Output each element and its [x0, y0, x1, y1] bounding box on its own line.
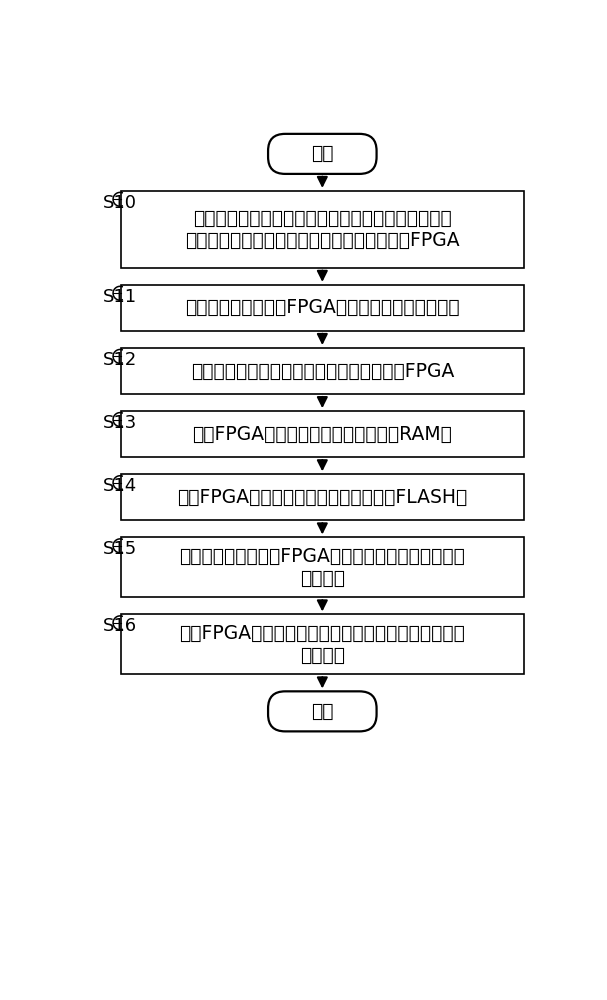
Text: 结束: 结束 [311, 702, 334, 721]
FancyBboxPatch shape [121, 474, 524, 520]
Text: S11: S11 [103, 288, 137, 306]
FancyBboxPatch shape [121, 537, 524, 597]
Text: 目标FPGA把接收到的文件存储到内部RAM中: 目标FPGA把接收到的文件存储到内部RAM中 [192, 425, 452, 444]
Text: 外部处理设备将压缩后配置文件发送到目标FPGA: 外部处理设备将压缩后配置文件发送到目标FPGA [191, 362, 454, 381]
Text: S10: S10 [103, 194, 137, 212]
Text: S16: S16 [103, 617, 137, 635]
Text: S12: S12 [103, 351, 137, 369]
Text: 外部处理设备对目标FPGA的配置文件进行无损压缩: 外部处理设备对目标FPGA的配置文件进行无损压缩 [185, 298, 459, 317]
FancyBboxPatch shape [121, 411, 524, 457]
FancyBboxPatch shape [268, 134, 376, 174]
FancyBboxPatch shape [121, 285, 524, 331]
Text: 目标FPGA收到命令和地址后启动配置文件载入，完成
动态配置: 目标FPGA收到命令和地址后启动配置文件载入，完成 动态配置 [180, 624, 465, 665]
Text: 构建内部固化了无线接收模块、数据解压缩模块、在
系统编程模块和配置文件载入模块程序的目标FPGA: 构建内部固化了无线接收模块、数据解压缩模块、在 系统编程模块和配置文件载入模块程… [185, 209, 459, 250]
Text: 开始: 开始 [311, 144, 334, 163]
FancyBboxPatch shape [268, 691, 376, 731]
Text: S14: S14 [103, 477, 137, 495]
FancyBboxPatch shape [121, 191, 524, 268]
Text: 目标FPGA将配置文件解压缩并写入配置FLASH中: 目标FPGA将配置文件解压缩并写入配置FLASH中 [177, 488, 467, 507]
Text: S15: S15 [103, 540, 137, 558]
FancyBboxPatch shape [121, 614, 524, 674]
FancyBboxPatch shape [121, 348, 524, 394]
Text: 外部处理设备向目标FPGA发送配置文件载入命令和热
启动地址: 外部处理设备向目标FPGA发送配置文件载入命令和热 启动地址 [180, 547, 465, 588]
Text: S13: S13 [103, 414, 137, 432]
